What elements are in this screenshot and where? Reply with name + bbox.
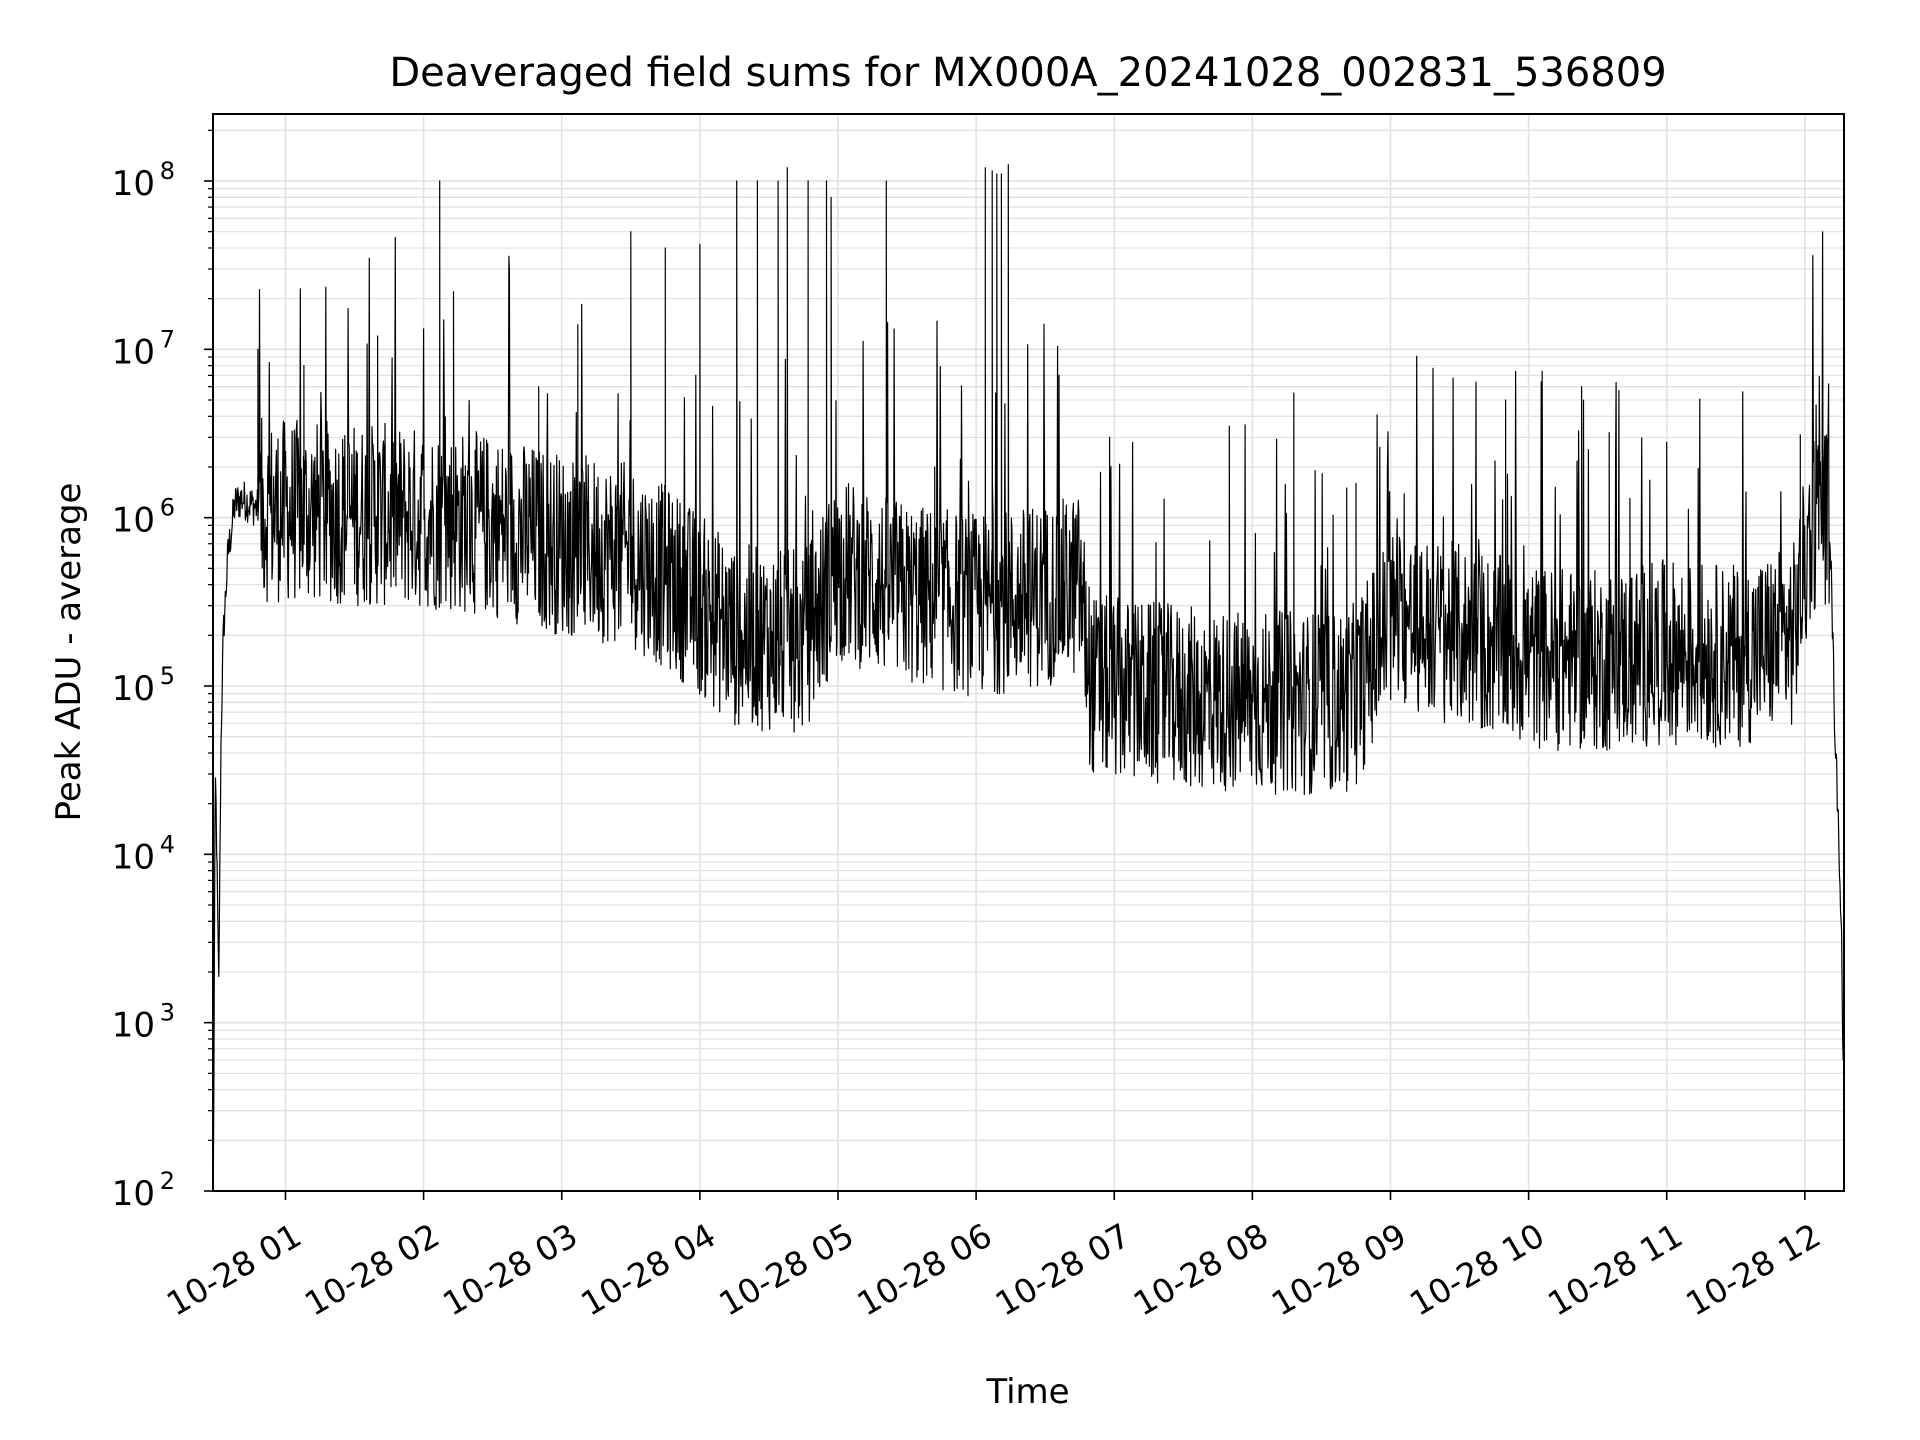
series-line <box>212 164 1844 1185</box>
y-tick-exponent: 2 <box>160 1167 175 1195</box>
y-axis-label: Peak ADU - average <box>49 483 89 822</box>
y-tick-label: 10 <box>112 164 155 204</box>
x-axis-label: Time <box>985 1372 1069 1412</box>
y-tick-label: 10 <box>112 837 155 877</box>
y-tick-exponent: 3 <box>160 999 175 1027</box>
plot-frame <box>212 113 1845 1192</box>
y-tick-label: 10 <box>112 669 155 709</box>
y-tick-exponent: 7 <box>160 325 175 353</box>
y-tick-label: 10 <box>112 332 155 372</box>
y-tick-label: 10 <box>112 1006 155 1046</box>
y-tick-exponent: 6 <box>160 494 175 522</box>
chart-title: Deaveraged field sums for MX000A_2024102… <box>389 50 1666 96</box>
y-tick-label: 10 <box>112 501 155 541</box>
grid <box>213 114 1844 1192</box>
y-tick-label: 10 <box>112 1174 155 1214</box>
y-tick-exponent: 5 <box>160 662 175 690</box>
y-tick-exponent: 4 <box>160 830 175 858</box>
y-tick-exponent: 8 <box>160 157 175 185</box>
data-trace <box>212 164 1844 1185</box>
